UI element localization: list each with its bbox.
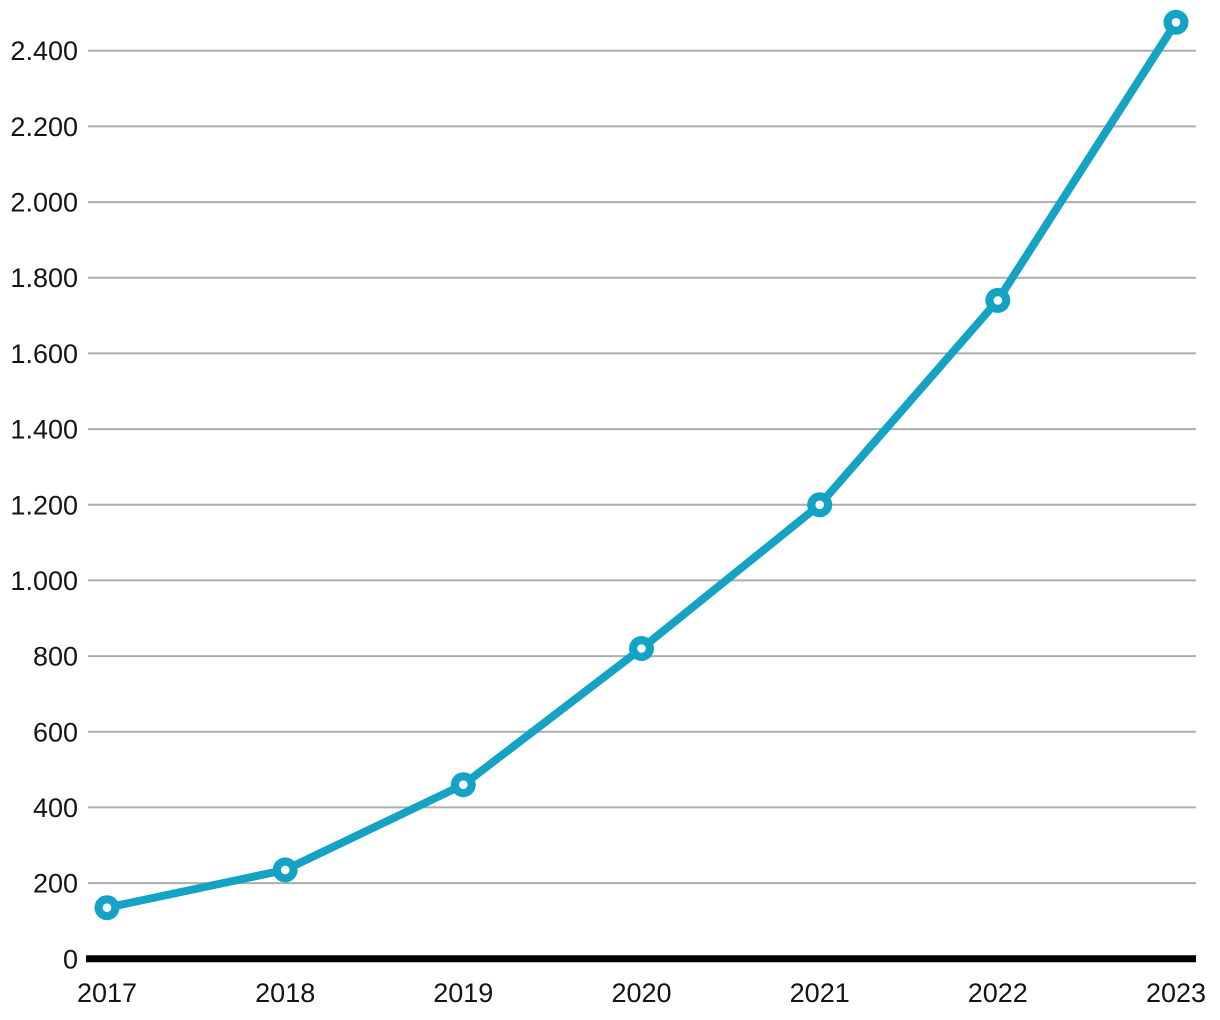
y-tick-label: 1.600 (10, 339, 78, 369)
y-tick-label: 600 (33, 717, 78, 747)
x-tick-label: 2018 (255, 978, 315, 1008)
data-point-hole (280, 865, 290, 875)
x-tick-label: 2019 (433, 978, 493, 1008)
x-tick-label: 2021 (790, 978, 850, 1008)
data-point-hole (637, 644, 646, 653)
y-tick-label: 0 (63, 944, 78, 974)
y-tick-label: 1.200 (10, 490, 78, 520)
y-tick-label: 800 (33, 642, 78, 672)
y-tick-label: 1.000 (10, 566, 78, 596)
data-point-hole (102, 903, 112, 912)
y-tick-label: 1.800 (10, 263, 78, 293)
data-point-hole (993, 296, 1003, 305)
y-tick-label: 2.000 (10, 188, 78, 218)
y-tick-label: 1.400 (10, 415, 78, 445)
data-point-hole (459, 780, 468, 789)
y-tick-label: 200 (33, 869, 78, 899)
y-tick-label: 2.400 (10, 36, 78, 66)
data-line (103, 18, 1180, 912)
data-point-hole (1171, 18, 1181, 27)
y-tick-label: 2.200 (10, 112, 78, 142)
x-tick-label: 2022 (968, 978, 1028, 1008)
x-tick-label: 2023 (1146, 978, 1206, 1008)
y-tick-label: 400 (33, 793, 78, 823)
x-tick-label: 2020 (611, 978, 671, 1008)
data-point-hole (815, 500, 824, 510)
x-tick-label: 2017 (77, 978, 137, 1008)
